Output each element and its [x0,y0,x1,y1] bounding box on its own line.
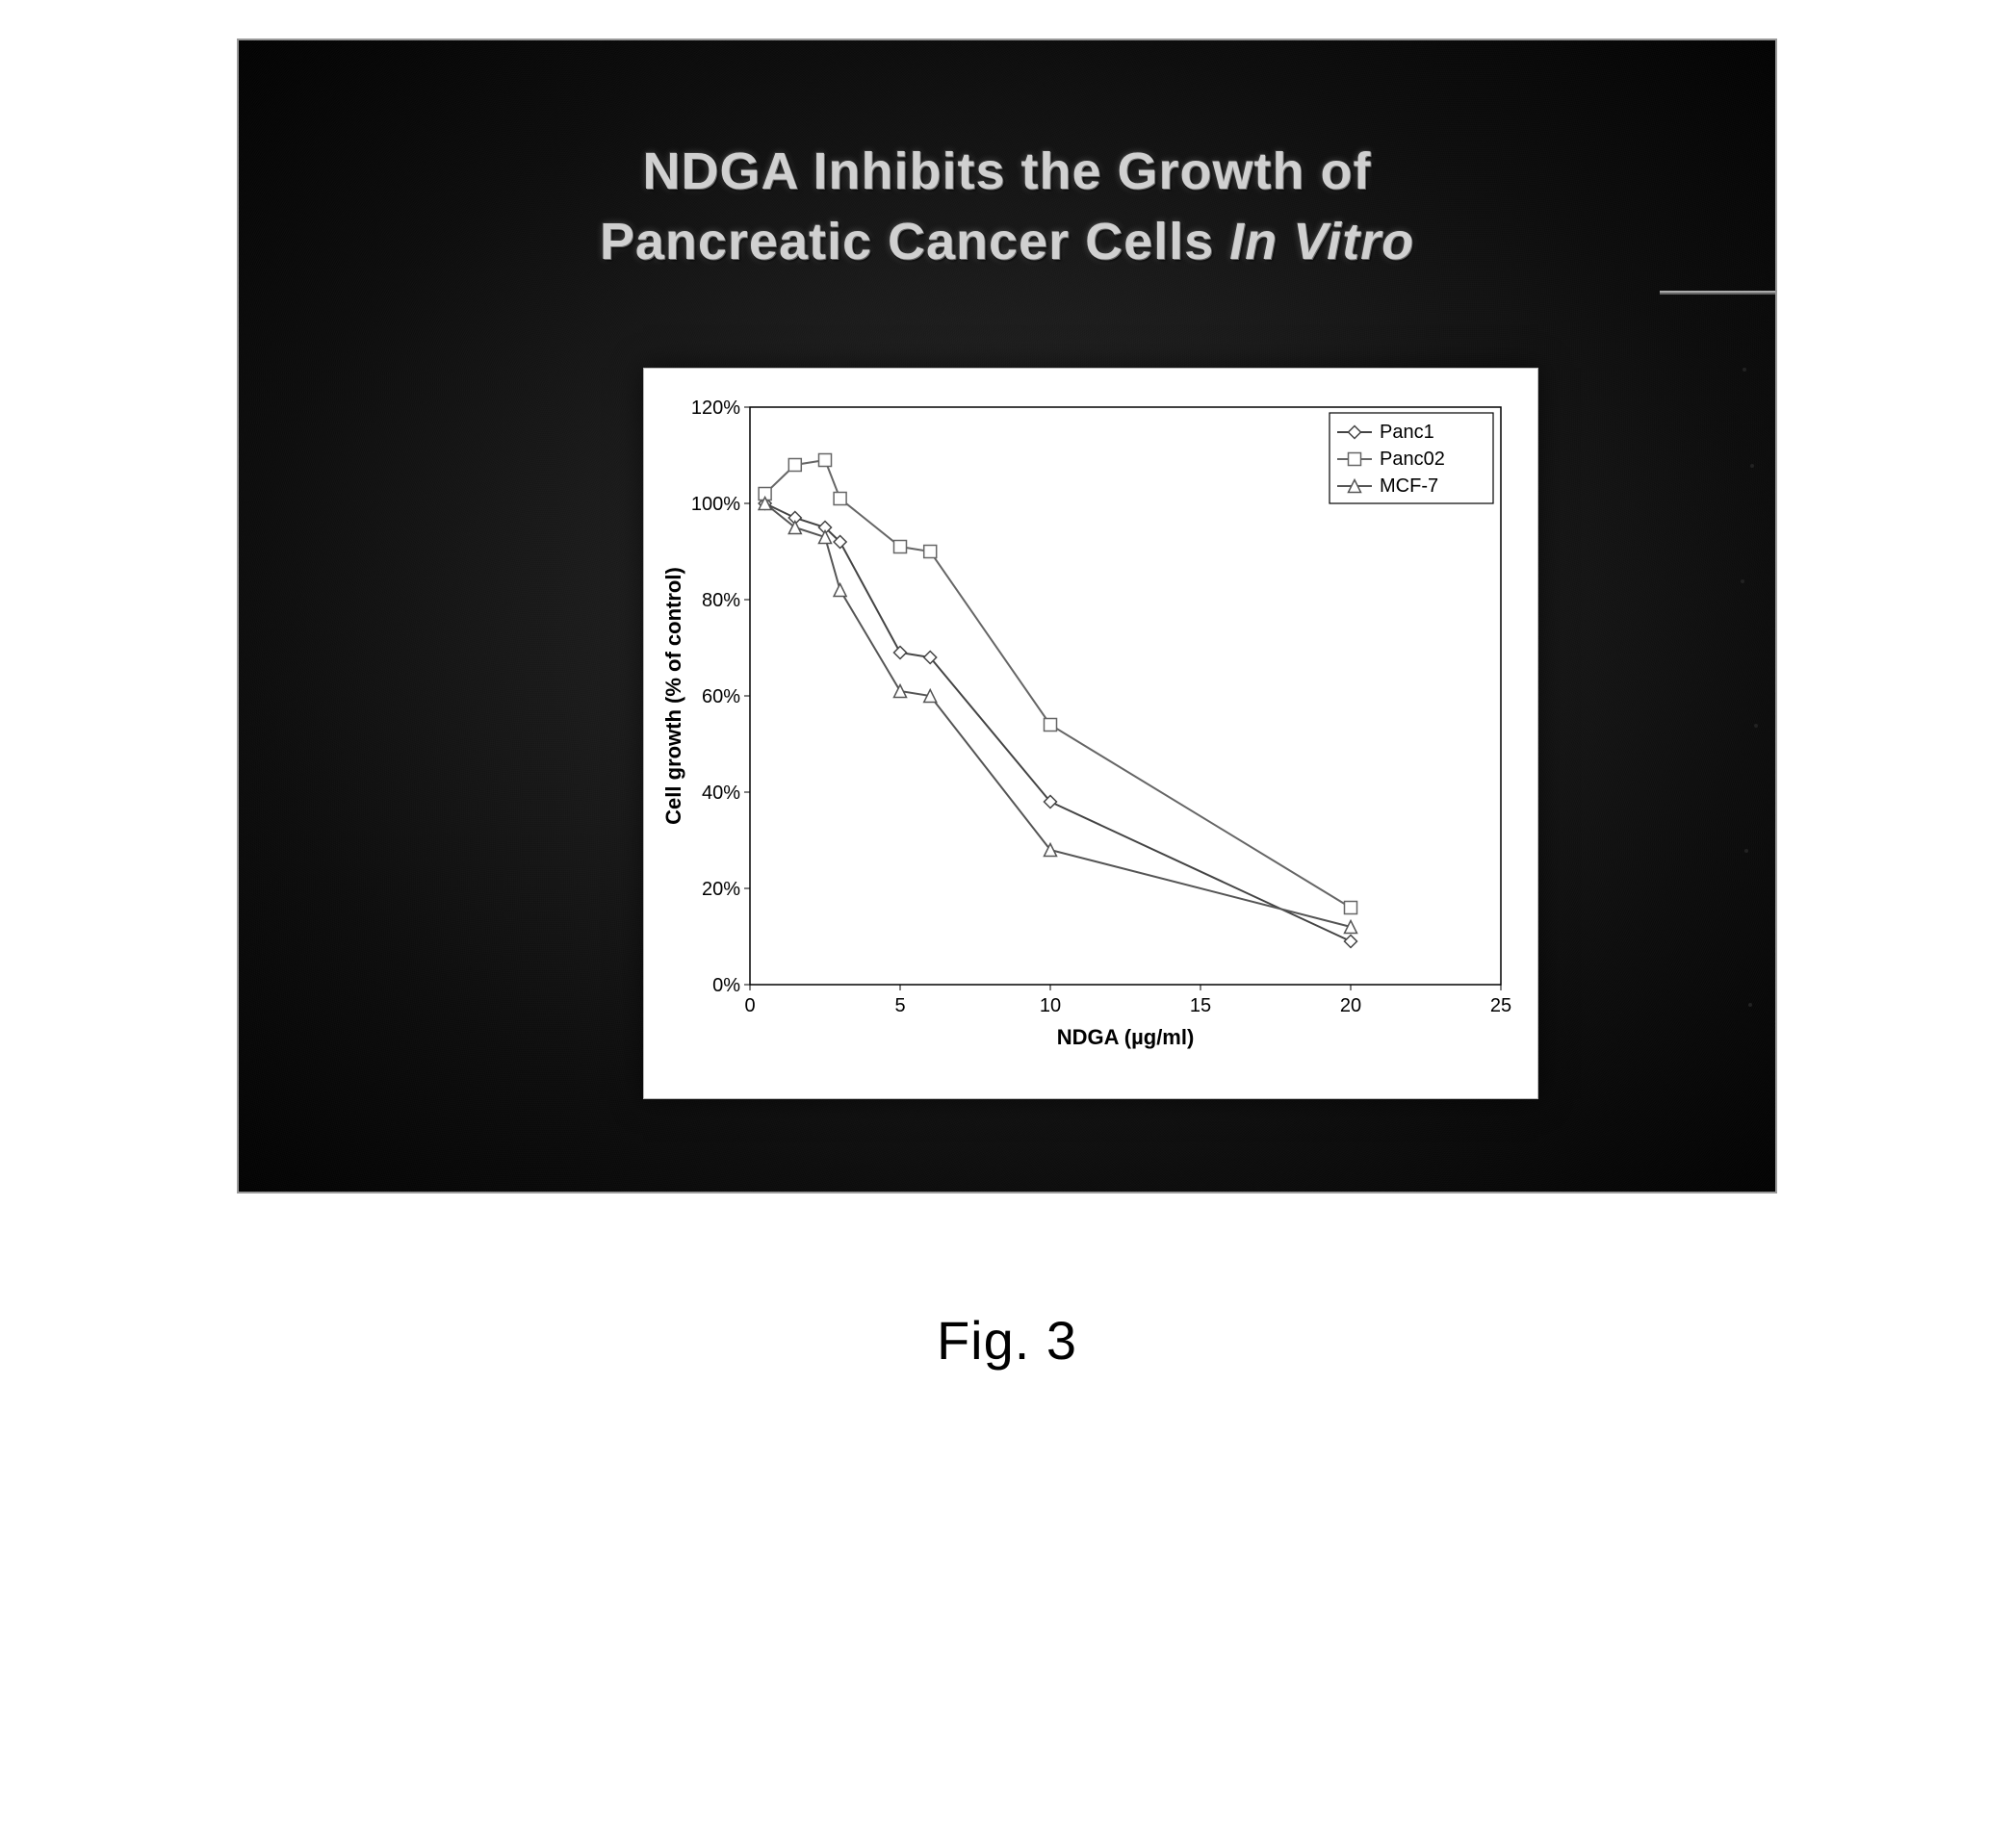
series-marker [1345,936,1357,948]
x-tick-label: 20 [1340,995,1361,1016]
legend-marker [1349,453,1361,466]
title-italic: In Vitro [1229,213,1414,270]
figure-label: Fig. 3 [937,1309,1077,1372]
legend-label: Panc02 [1380,449,1445,470]
title-underline [1660,291,1775,295]
scan-noise [1737,329,1766,1153]
y-tick-label: 80% [702,590,740,611]
series-marker [819,454,832,467]
slide-title: NDGA Inhibits the Growth of Pancreatic C… [239,137,1775,277]
series-marker [1345,902,1357,914]
x-axis-label: NDGA (µg/ml) [1057,1025,1195,1049]
y-tick-label: 100% [691,494,740,515]
series-marker [894,541,907,553]
series-marker [924,546,937,558]
y-tick-label: 120% [691,398,740,419]
series-marker [788,459,801,472]
x-tick-label: 10 [1040,995,1061,1016]
y-tick-label: 20% [702,879,740,900]
series-marker [834,493,846,505]
series-marker [1345,921,1357,934]
x-tick-label: 15 [1190,995,1211,1016]
legend-label: Panc1 [1380,422,1434,443]
y-axis-label: Cell growth (% of control) [663,567,685,825]
series-line [765,503,1351,941]
chart-panel: Cell growth (% of control) 0% 20% 40% 60% 80%… [643,368,1538,1099]
series-marker [894,647,907,659]
x-tick-label: 0 [744,995,755,1016]
series-marker [834,584,846,597]
y-tick-label: 0% [712,975,740,996]
y-tick-label: 60% [702,686,740,707]
x-tick-label: 5 [894,995,905,1016]
y-tick-label: 40% [702,783,740,804]
series-marker [1045,719,1057,732]
line-chart: Cell growth (% of control) 0% 20% 40% 60% 80%… [663,388,1520,1081]
slide-frame: NDGA Inhibits the Growth of Pancreatic C… [237,38,1777,1194]
legend-label: MCF-7 [1380,475,1438,497]
x-tick-label: 25 [1490,995,1511,1016]
title-line-1: NDGA Inhibits the Growth of [643,142,1372,200]
title-line-2: Pancreatic Cancer Cells [600,213,1229,270]
series-line [765,460,1351,908]
